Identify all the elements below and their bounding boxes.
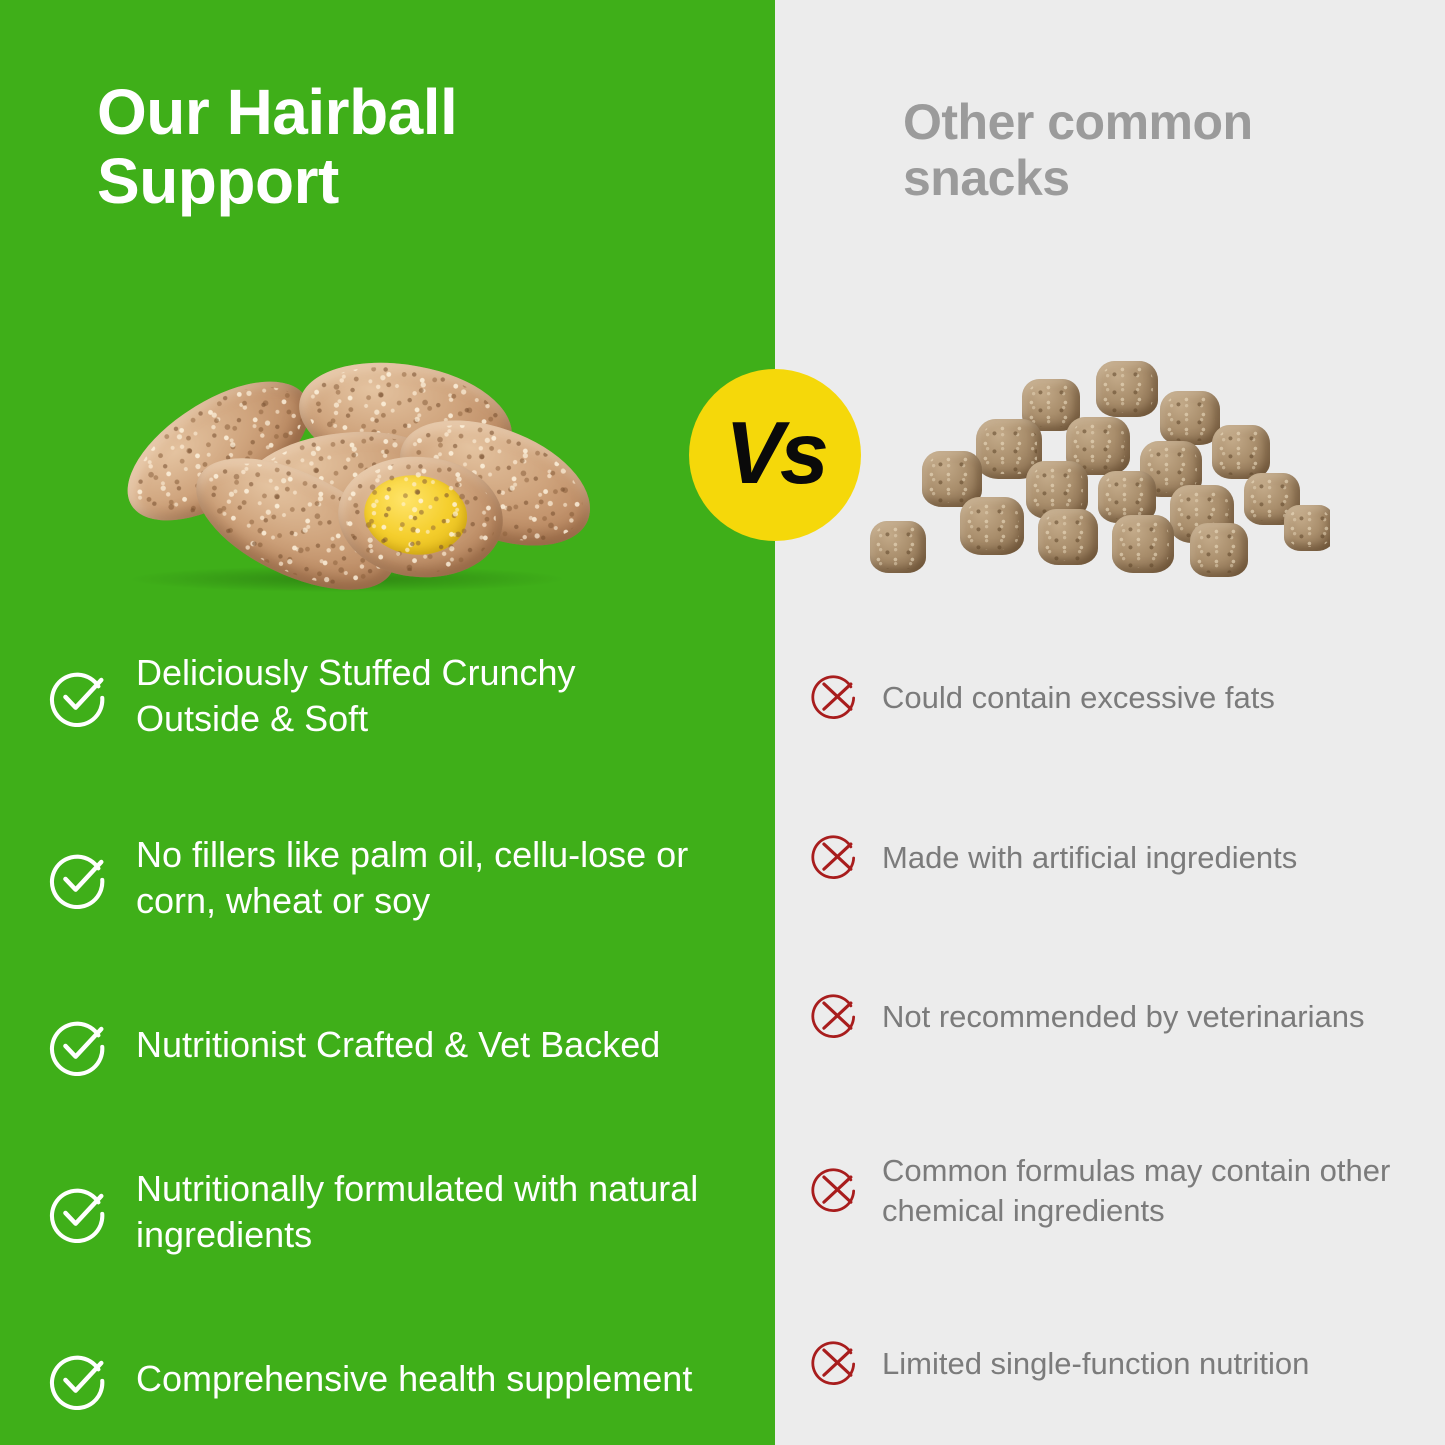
- list-item-label: No fillers like palm oil, cellu-lose or …: [136, 834, 689, 922]
- check-circle-icon: [49, 1188, 105, 1244]
- list-item: Deliciously Stuffed Crunchy Outside & So…: [48, 650, 708, 742]
- list-item-label: Deliciously Stuffed Crunchy Outside & So…: [136, 652, 576, 740]
- cross-circle-icon: [811, 835, 856, 879]
- our-product-photo: [110, 345, 590, 600]
- cross-circle-icon: [811, 1341, 856, 1385]
- other-snacks-photo: [860, 355, 1330, 585]
- list-item: Not recommended by veterinarians: [810, 991, 1435, 1043]
- list-item: Limited single-function nutrition: [810, 1338, 1435, 1390]
- left-panel-our-product: Our Hairball Support Deliciously Stuffed…: [0, 0, 775, 1445]
- right-drawbacks-list: Could contain excessive fats Made with a…: [810, 672, 1435, 1390]
- right-panel-heading: Other common snacks: [903, 94, 1253, 206]
- list-item-label: Limited single-function nutrition: [882, 1346, 1310, 1382]
- kibble-piece: [976, 419, 1042, 479]
- cross-circle-icon: [811, 1168, 856, 1212]
- kibble-piece: [1160, 391, 1220, 445]
- list-item: Made with artificial ingredients: [810, 832, 1435, 884]
- vs-badge-label: Vs: [725, 403, 829, 502]
- kibble-piece: [960, 497, 1024, 555]
- kibble-piece: [1190, 523, 1248, 577]
- kibble-piece: [1284, 505, 1330, 551]
- kibble-piece: [1066, 417, 1130, 475]
- kibble-piece: [1112, 515, 1174, 573]
- list-item-label: Comprehensive health supplement: [136, 1357, 693, 1399]
- list-item-label: Could contain excessive fats: [882, 680, 1275, 716]
- list-item: Could contain excessive fats: [810, 672, 1435, 724]
- cross-circle-icon: [811, 994, 856, 1039]
- kibble-piece: [922, 451, 982, 507]
- list-item-label: Common formulas may contain other chemic…: [882, 1152, 1391, 1228]
- kibble-piece: [1038, 509, 1098, 565]
- check-circle-icon: [49, 854, 105, 910]
- list-item: No fillers like palm oil, cellu-lose or …: [48, 832, 708, 924]
- list-item-label: Nutritionally formulated with natural in…: [136, 1167, 699, 1256]
- list-item: Comprehensive health supplement: [48, 1348, 708, 1410]
- list-item: Common formulas may contain other chemic…: [810, 1151, 1435, 1230]
- kibble-piece: [870, 521, 926, 573]
- list-item-label: Nutritionist Crafted & Vet Backed: [136, 1024, 661, 1066]
- cross-circle-icon: [811, 675, 856, 719]
- check-circle-icon: [49, 1355, 105, 1410]
- left-panel-heading: Our Hairball Support: [97, 76, 458, 218]
- right-panel-other-snacks: Other common snacks: [775, 0, 1445, 1445]
- check-circle-icon: [49, 1021, 105, 1077]
- list-item: Nutritionally formulated with natural in…: [48, 1166, 708, 1258]
- treat-yellow-filling: [360, 470, 471, 560]
- kibble-piece: [1098, 471, 1156, 523]
- list-item: Nutritionist Crafted & Vet Backed: [48, 1014, 708, 1077]
- kibble-piece: [1096, 361, 1158, 417]
- check-circle-icon: [49, 672, 105, 728]
- list-item-label: Not recommended by veterinarians: [882, 999, 1365, 1035]
- left-benefits-list: Deliciously Stuffed Crunchy Outside & So…: [48, 650, 708, 1410]
- vs-badge: Vs: [689, 369, 861, 541]
- list-item-label: Made with artificial ingredients: [882, 839, 1298, 875]
- kibble-piece: [1212, 425, 1270, 479]
